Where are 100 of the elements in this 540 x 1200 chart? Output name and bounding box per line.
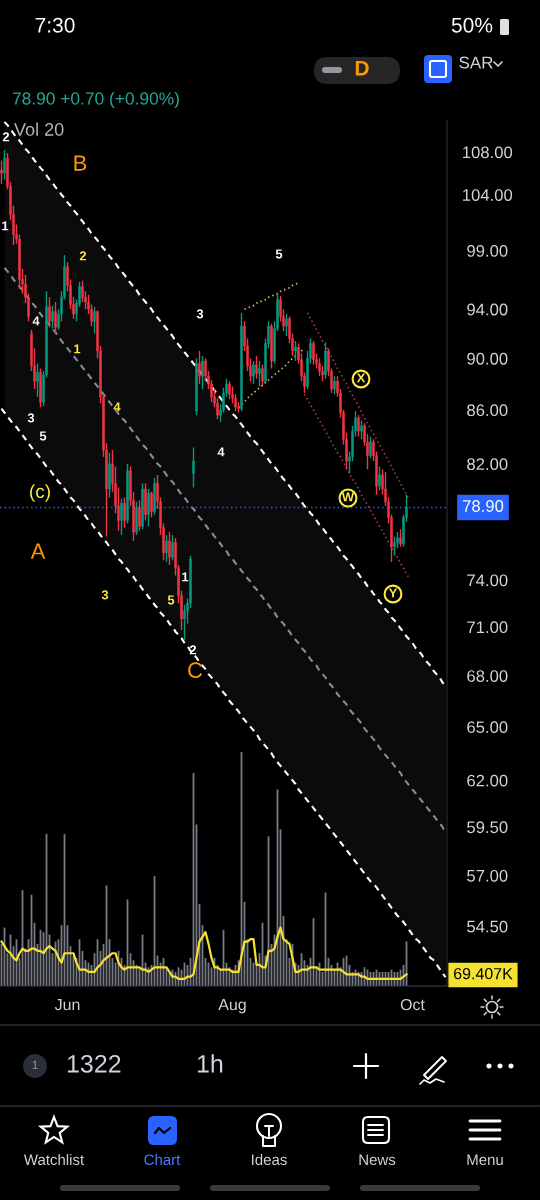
line-series	[303, 393, 411, 580]
candlestick	[369, 435, 372, 460]
text: Menu	[467, 1154, 503, 1166]
text: 1h	[197, 1054, 223, 1073]
candlestick	[135, 501, 138, 536]
candlestick	[393, 535, 396, 557]
annotation: W	[341, 492, 355, 502]
y-tick-label: 104.00	[463, 189, 513, 201]
annotation: A	[30, 543, 46, 559]
candlestick	[195, 357, 198, 416]
candlestick	[378, 465, 381, 492]
annotation: 4	[113, 402, 121, 412]
text: 69.407K	[454, 967, 513, 980]
annotation: C	[188, 662, 203, 678]
candlestick	[108, 452, 111, 499]
y-tick-label: 94.00	[467, 303, 508, 316]
candlestick	[270, 323, 273, 370]
y-tick-label: 65.00	[467, 721, 508, 734]
text: 50%	[451, 17, 493, 33]
x-tick-label: Aug	[218, 999, 246, 1014]
annotation: 1	[2, 221, 9, 231]
candlestick	[141, 482, 144, 530]
text: News	[359, 1154, 396, 1166]
x-tick-label: Oct	[400, 998, 425, 1011]
chart-subtitle: 78.90 +0.70 (+0.90%)	[12, 91, 179, 109]
annotation: (c)	[30, 484, 50, 502]
annotation: 3	[196, 309, 204, 319]
annotation: 5	[39, 431, 47, 441]
candlestick	[138, 499, 141, 532]
candlestick	[48, 296, 51, 329]
annotation: 4	[32, 316, 40, 326]
annotation: 3	[27, 413, 35, 423]
candlestick	[168, 531, 171, 566]
candlestick	[261, 364, 264, 388]
candlestick	[228, 380, 231, 401]
y-tick-label: 57.00	[467, 869, 508, 882]
candlestick	[3, 149, 6, 181]
y-tick-label: 90.00	[467, 352, 508, 365]
annotation: X	[356, 373, 366, 383]
text: SAR	[459, 56, 493, 69]
candlestick	[360, 419, 363, 440]
line-series	[243, 282, 300, 311]
candlestick	[198, 350, 201, 385]
candlestick	[123, 496, 126, 529]
candlestick	[294, 340, 297, 362]
candlestick	[318, 357, 321, 377]
annotation: 2	[189, 645, 197, 655]
candlestick	[324, 341, 327, 380]
candlestick	[147, 488, 150, 527]
y-tick-label: 108.00	[463, 146, 513, 159]
candlestick	[171, 534, 174, 562]
x-tick-label: Jun	[54, 999, 80, 1011]
annotation: 5	[167, 595, 175, 605]
candlestick	[252, 360, 255, 385]
candlestick	[39, 367, 42, 408]
ref-line-label: 78.90	[463, 500, 504, 512]
candlestick	[36, 362, 39, 398]
y-tick-label: 59.50	[467, 821, 508, 834]
candlestick	[153, 477, 156, 516]
y-tick-label: 71.00	[467, 621, 508, 634]
text: Ideas	[252, 1154, 287, 1166]
candlestick	[399, 528, 402, 548]
annotation: Y	[388, 588, 398, 598]
candlestick	[126, 463, 129, 525]
line-series	[3, 121, 447, 687]
candlestick	[93, 306, 96, 335]
y-tick-label: 99.00	[467, 244, 508, 257]
candlestick	[255, 355, 258, 380]
candlestick	[201, 355, 204, 390]
candlestick	[285, 313, 288, 337]
candlestick	[54, 301, 57, 335]
chart-title: Vol 20	[14, 122, 64, 136]
annotation: B	[74, 155, 87, 171]
candlestick	[333, 375, 336, 395]
annotation: 5	[275, 249, 283, 259]
annotation: 2	[2, 132, 10, 142]
text: Chart	[144, 1154, 181, 1166]
y-tick-label: 54.50	[467, 920, 508, 933]
y-tick-label: 82.00	[467, 458, 508, 471]
candlestick	[357, 414, 360, 438]
text: 1	[32, 1060, 38, 1070]
y-tick-label: 62.00	[467, 774, 508, 787]
candlestick	[312, 340, 315, 366]
annotation: 4	[217, 447, 225, 457]
text: D	[355, 60, 369, 76]
candlestick	[51, 304, 54, 330]
annotation: 2	[79, 251, 87, 261]
text: 7:30	[35, 17, 75, 33]
candlestick	[120, 498, 123, 536]
candlestick	[192, 446, 195, 489]
candlestick	[0, 159, 3, 185]
candlestick	[165, 534, 168, 563]
annotation: 1	[182, 572, 189, 582]
y-tick-label: 68.00	[467, 670, 508, 682]
y-tick-label: 74.00	[467, 574, 508, 587]
candlestick	[144, 482, 147, 522]
candlestick	[150, 491, 153, 519]
annotation: 1	[74, 344, 81, 354]
text: Watchlist	[23, 1154, 85, 1166]
text: 1322	[67, 1055, 121, 1073]
